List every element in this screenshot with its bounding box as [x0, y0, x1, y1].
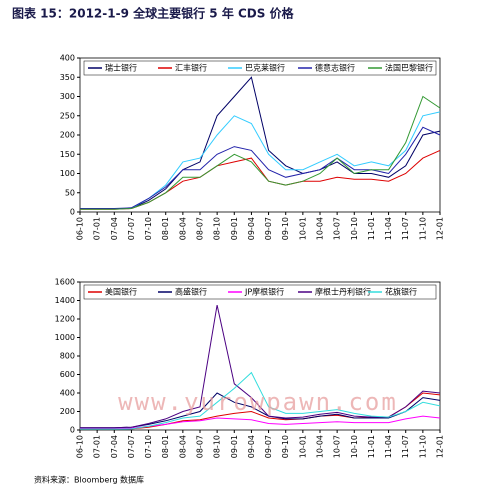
x-tick-label: 07-07	[127, 435, 136, 458]
series-line	[80, 371, 441, 430]
x-tick-label: 10-01	[298, 435, 307, 458]
figure-title: 图表 15：2012-1-9 全球主要银行 5 年 CDS 价格	[12, 6, 295, 21]
y-tick-label: 400	[60, 389, 75, 398]
x-tick-label: 10-10	[350, 217, 359, 240]
x-tick-label: 11-07	[401, 435, 410, 458]
x-tick-label: 10-07	[333, 435, 342, 458]
y-tick-label: 800	[60, 352, 75, 361]
x-tick-label: 06-10	[76, 435, 85, 458]
x-tick-label: 10-04	[316, 435, 325, 458]
legend-box	[83, 60, 437, 76]
y-tick-label: 200	[60, 131, 75, 140]
legend-label: 法国巴黎银行	[385, 63, 433, 73]
series-line	[80, 149, 441, 210]
watermark: www.yurowpawn.com	[118, 388, 398, 416]
x-tick-label: 11-04	[384, 217, 393, 240]
x-tick-label: 11-01	[367, 217, 376, 240]
y-tick-label: 100	[60, 169, 75, 178]
x-tick-label: 07-04	[110, 435, 119, 458]
x-tick-label: 09-10	[281, 435, 290, 458]
y-tick-label: 150	[60, 150, 75, 159]
x-tick-label: 10-01	[298, 217, 307, 240]
series-line	[80, 126, 441, 209]
x-tick-label: 11-07	[401, 217, 410, 240]
x-tick-label: 09-01	[230, 435, 239, 458]
x-tick-label: 09-01	[230, 217, 239, 240]
legend-label: 高盛银行	[175, 287, 207, 297]
x-tick-label: 07-01	[93, 217, 102, 240]
x-tick-label: 08-01	[161, 217, 170, 240]
legend-box	[83, 284, 437, 300]
x-tick-label: 09-04	[247, 217, 256, 240]
x-tick-label: 10-10	[350, 435, 359, 458]
x-tick-label: 11-10	[418, 217, 427, 240]
legend-label: JP摩根银行	[244, 287, 284, 297]
x-tick-label: 08-04	[178, 435, 187, 458]
legend-label: 美国银行	[105, 287, 137, 297]
x-tick-label: 08-01	[161, 435, 170, 458]
legend-label: 巴克莱银行	[245, 63, 285, 73]
legend-label: 汇丰银行	[175, 63, 207, 73]
x-tick-label: 08-07	[196, 217, 205, 240]
y-tick-label: 400	[60, 54, 75, 63]
x-tick-label: 09-10	[281, 217, 290, 240]
x-tick-label: 11-10	[418, 435, 427, 458]
x-tick-label: 11-04	[384, 435, 393, 458]
y-tick-label: 600	[60, 370, 75, 379]
y-tick-label: 250	[60, 111, 75, 120]
series-line	[80, 95, 441, 210]
series-line	[80, 76, 441, 210]
y-tick-label: 200	[60, 407, 75, 416]
x-tick-label: 09-07	[264, 217, 273, 240]
y-tick-label: 300	[60, 92, 75, 101]
source-note: 资料来源：Bloomberg 数据库	[34, 475, 144, 485]
legend-label: 花旗银行	[385, 287, 417, 297]
y-tick-label: 0	[70, 426, 75, 435]
x-tick-label: 08-10	[213, 217, 222, 240]
x-tick-label: 08-04	[178, 217, 187, 240]
x-tick-label: 11-01	[367, 435, 376, 458]
x-tick-label: 12-01	[436, 435, 445, 458]
y-tick-label: 1600	[55, 278, 75, 287]
y-tick-label: 0	[70, 208, 75, 217]
x-tick-label: 06-10	[76, 217, 85, 240]
x-tick-label: 09-07	[264, 435, 273, 458]
x-tick-label: 07-01	[93, 435, 102, 458]
x-tick-label: 12-01	[436, 217, 445, 240]
x-tick-label: 09-04	[247, 435, 256, 458]
plot-frame	[79, 57, 441, 213]
x-tick-label: 08-07	[196, 435, 205, 458]
x-tick-label: 07-04	[110, 217, 119, 240]
y-tick-label: 50	[65, 188, 75, 197]
x-tick-label: 07-07	[127, 217, 136, 240]
legend-label: 摩根士丹利银行	[315, 287, 371, 297]
legend-label: 德意志银行	[315, 63, 355, 73]
legend-label: 瑞士银行	[105, 63, 137, 73]
y-tick-label: 350	[60, 73, 75, 82]
x-tick-label: 07-10	[144, 217, 153, 240]
x-tick-label: 07-10	[144, 435, 153, 458]
x-tick-label: 10-04	[316, 217, 325, 240]
y-tick-label: 1000	[55, 333, 75, 342]
x-tick-label: 08-10	[213, 435, 222, 458]
y-tick-label: 1200	[55, 315, 75, 324]
y-tick-label: 1400	[55, 296, 75, 305]
x-tick-label: 10-07	[333, 217, 342, 240]
